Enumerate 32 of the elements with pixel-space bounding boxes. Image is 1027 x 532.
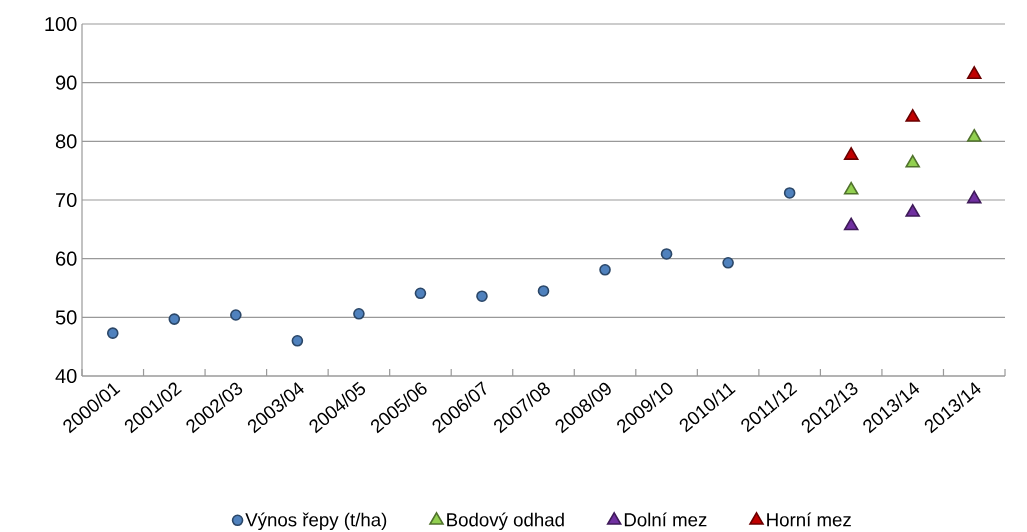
point xyxy=(414,287,427,300)
y-tick-label: 100 xyxy=(45,16,77,32)
point xyxy=(783,187,796,199)
point xyxy=(230,309,242,321)
y-tick-label: 90 xyxy=(55,75,77,90)
point xyxy=(966,128,982,142)
point xyxy=(905,154,920,168)
legend-label: Výnos řepy (t/ha) xyxy=(245,512,387,531)
y-tick-label: 70 xyxy=(56,192,77,208)
point xyxy=(905,204,920,217)
point xyxy=(843,217,859,231)
point xyxy=(843,181,859,195)
point xyxy=(106,327,119,339)
point xyxy=(168,313,181,325)
legend-label: Dolní mez xyxy=(624,512,707,527)
y-tick-label: 80 xyxy=(55,134,77,149)
point xyxy=(353,308,365,320)
point xyxy=(966,66,982,80)
point xyxy=(722,256,734,269)
point xyxy=(905,108,920,122)
point xyxy=(843,147,859,160)
point xyxy=(537,285,550,297)
point xyxy=(966,190,982,204)
y-tick-label: 50 xyxy=(55,310,77,325)
legend-label: Bodový odhad xyxy=(447,512,564,531)
y-tick-label: 40 xyxy=(55,368,77,384)
point xyxy=(660,248,673,260)
point xyxy=(599,264,611,276)
legend-label: Horní mez xyxy=(767,512,851,527)
y-tick-label: 60 xyxy=(56,251,77,266)
point xyxy=(476,290,488,303)
point xyxy=(291,335,304,347)
